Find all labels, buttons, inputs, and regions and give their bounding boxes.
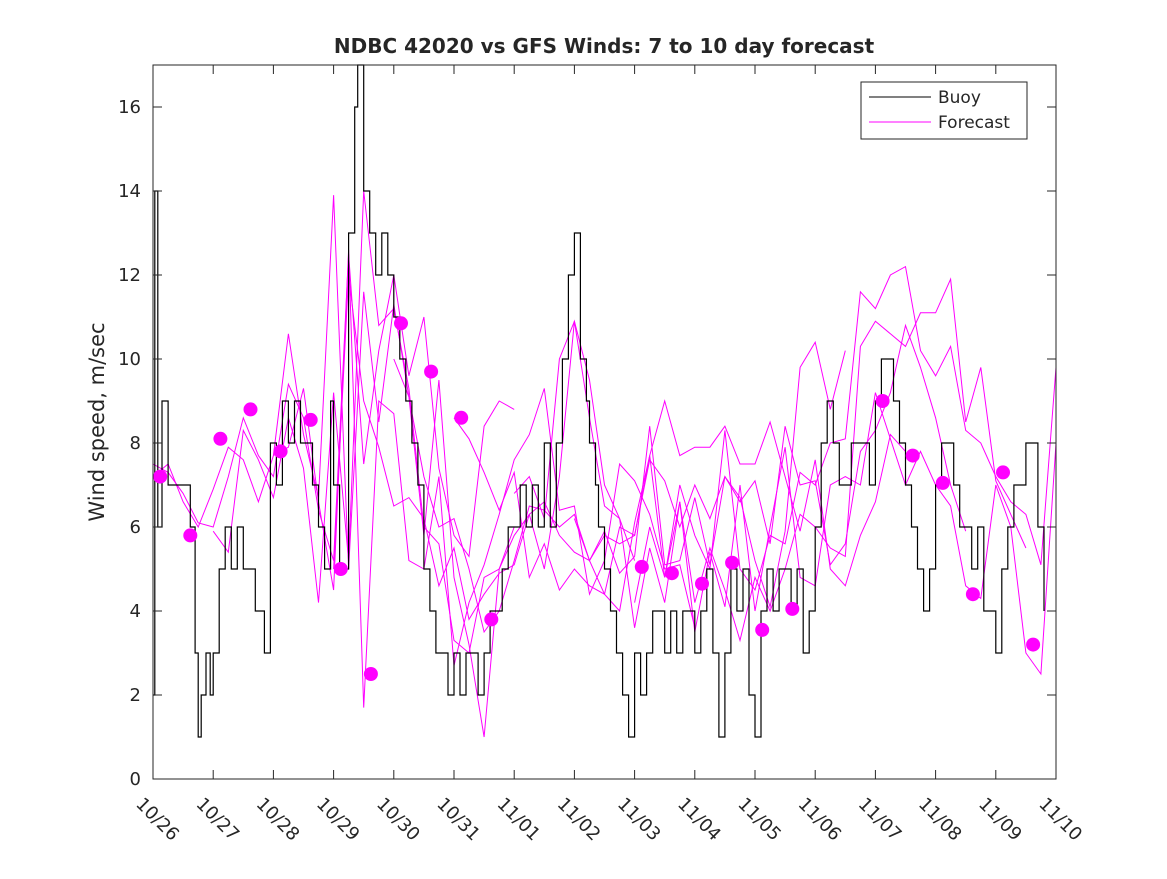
forecast-point (273, 444, 288, 459)
y-tick-label: 10 (118, 349, 141, 370)
forecast-point (1026, 637, 1041, 652)
forecast-point (213, 431, 228, 446)
forecast-point (634, 559, 649, 574)
y-tick-label: 14 (118, 181, 141, 202)
forecast-point (243, 402, 258, 417)
y-axis-label: Wind speed, m/sec (85, 322, 109, 521)
forecast-point (785, 601, 800, 616)
forecast-point (424, 364, 439, 379)
forecast-point (965, 587, 980, 602)
forecast-point (363, 667, 378, 681)
forecast-point (996, 465, 1010, 480)
forecast-point (394, 316, 408, 331)
forecast-point (875, 394, 890, 408)
forecast-point (333, 562, 348, 576)
forecast-point (695, 576, 709, 591)
buoy-line (153, 64, 1045, 738)
legend-box (860, 81, 1028, 140)
forecast-point (664, 566, 679, 581)
y-tick-label: 12 (118, 265, 141, 286)
forecast-line-7 (453, 323, 967, 595)
legend-forecast-label: Forecast (938, 113, 1010, 133)
forecast-line-9 (573, 265, 1057, 592)
forecast-point (303, 412, 318, 427)
forecast-point (454, 410, 469, 425)
forecast-point (153, 469, 168, 484)
forecast-points-layer (153, 316, 1041, 681)
y-axis: 0 2 4 6 8 10 12 14 16 (118, 97, 1056, 790)
forecast-line-8 (513, 277, 1027, 643)
y-tick-label: 6 (130, 517, 141, 538)
forecast-line-2 (152, 195, 515, 738)
legend-buoy-label: Buoy (938, 88, 981, 108)
y-tick-label: 4 (130, 601, 141, 622)
forecast-point (183, 528, 198, 543)
plot-area (153, 65, 1056, 779)
legend: Buoy Forecast (860, 81, 1028, 140)
forecast-point (725, 555, 740, 570)
chart-title: NDBC 42020 vs GFS Winds: 7 to 10 day for… (334, 34, 875, 58)
forecast-point (935, 475, 950, 490)
y-tick-label: 8 (130, 433, 141, 454)
y-tick-label: 2 (130, 685, 141, 706)
y-tick-label: 0 (130, 769, 141, 790)
series-layer (152, 64, 1057, 738)
axes-box (152, 64, 1057, 780)
y-tick-label: 16 (118, 97, 141, 118)
forecast-point (905, 448, 920, 463)
forecast-point (484, 612, 499, 627)
forecast-point (755, 622, 770, 637)
